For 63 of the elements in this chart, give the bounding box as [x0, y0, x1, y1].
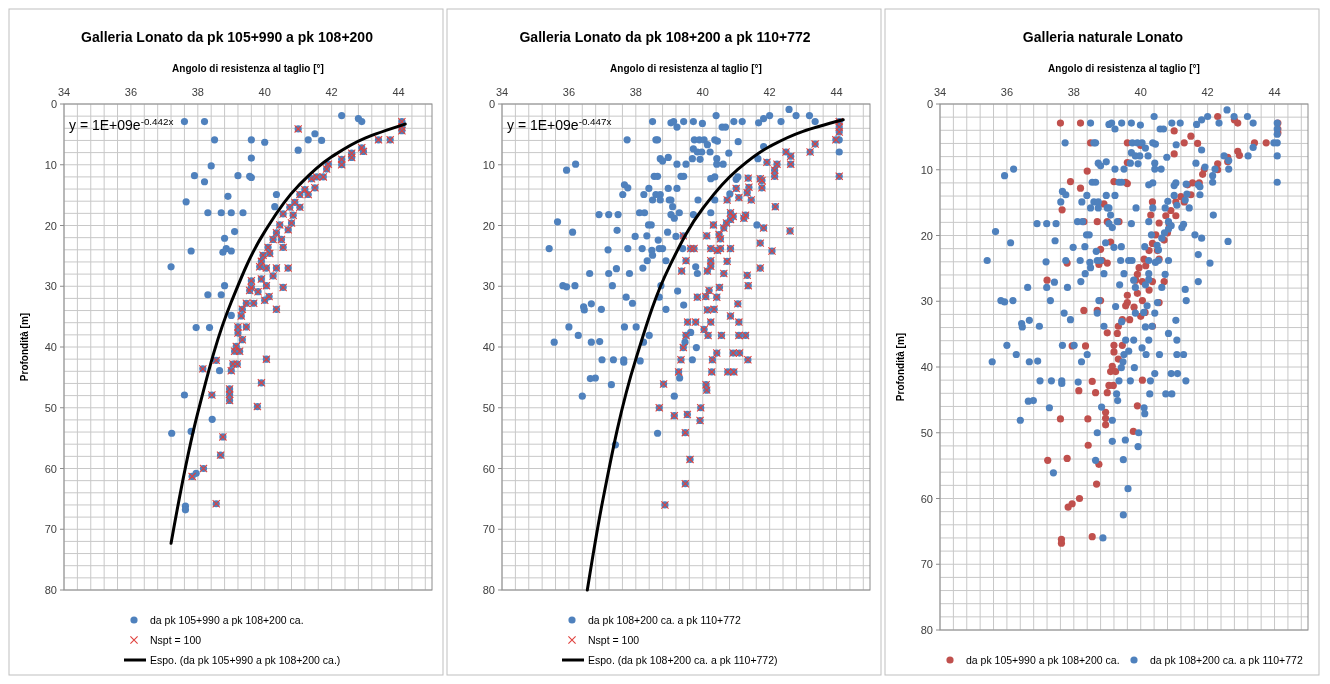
- y-tick-label: 70: [44, 523, 57, 536]
- x-tick-label: 40: [1134, 86, 1147, 98]
- legend-label: da pk 105+990 a pk 108+200 ca.: [150, 614, 304, 626]
- y-tick-label: 50: [44, 401, 57, 414]
- annotation: y = 1E+09e$^{-0.447x}$: [507, 115, 612, 133]
- y-tick-label: 0: [50, 98, 57, 110]
- chart-title: Galleria Lonato da pk 108+200 a pk 110+772: [519, 29, 811, 45]
- x-axis-title: Angolo di resistenza al taglio [°]: [610, 63, 762, 74]
- y-tick-label: 0: [926, 98, 933, 110]
- x-tick-label: 36: [562, 86, 576, 98]
- legend-label: da pk 105+990 a pk 108+200 ca.: [966, 654, 1120, 666]
- x-tick-label: 42: [1201, 86, 1214, 98]
- x-tick-label: 38: [191, 86, 204, 98]
- y-tick-label: 40: [44, 341, 57, 353]
- y-tick-label: 70: [482, 523, 495, 536]
- legend-label: Espo. (da pk 108+200 ca. a pk 110+772): [588, 654, 778, 666]
- y-tick-label: 50: [920, 426, 933, 439]
- x-tick-label: 34: [57, 86, 71, 98]
- legend-label: Espo. (da pk 105+990 a pk 108+200 ca.): [150, 654, 341, 666]
- legend-label: Nspt = 100: [150, 634, 202, 646]
- y-tick-label: 80: [44, 584, 57, 596]
- x-tick-label: 36: [1000, 86, 1014, 98]
- x-tick-label: 38: [1067, 86, 1080, 98]
- x-tick-label: 36: [124, 86, 138, 98]
- y-tick-label: 0: [488, 98, 495, 110]
- y-tick-label: 60: [482, 462, 495, 475]
- x-axis-title: Angolo di resistenza al taglio [°]: [172, 63, 324, 74]
- y-tick-label: 10: [482, 158, 495, 171]
- x-tick-label: 40: [696, 86, 709, 98]
- x-tick-label: 44: [1268, 86, 1281, 98]
- y-tick-label: 20: [920, 229, 933, 242]
- y-tick-label: 20: [482, 219, 495, 232]
- chart-title: Galleria Lonato da pk 105+990 a pk 108+200: [81, 29, 374, 45]
- y-tick-label: 40: [482, 341, 495, 353]
- x-tick-label: 34: [495, 86, 509, 98]
- x-tick-label: 38: [629, 86, 642, 98]
- x-tick-label: 42: [763, 86, 776, 98]
- x-tick-label: 34: [933, 86, 947, 98]
- y-tick-label: 20: [44, 219, 57, 232]
- x-tick-label: 40: [258, 86, 271, 98]
- y-tick-label: 80: [920, 624, 933, 636]
- y-tick-label: 10: [44, 158, 57, 171]
- y-tick-label: 30: [482, 280, 495, 293]
- x-axis-title: Angolo di resistenza al taglio [°]: [1048, 63, 1200, 74]
- y-tick-label: 60: [44, 462, 57, 475]
- y-tick-label: 50: [482, 401, 495, 414]
- x-tick-label: 44: [392, 86, 405, 98]
- x-tick-label: 42: [325, 86, 338, 98]
- chart-title: Galleria naturale Lonato: [1022, 29, 1184, 45]
- annotation: y = 1E+09e$^{-0.442x}$: [69, 115, 174, 133]
- y-tick-label: 80: [482, 584, 495, 596]
- y-tick-label: 70: [920, 558, 933, 571]
- y-axis-title: Profondità [m]: [19, 312, 30, 382]
- y-tick-label: 60: [920, 492, 933, 505]
- y-tick-label: 40: [920, 361, 933, 373]
- y-tick-label: 30: [920, 295, 933, 308]
- legend-label: da pk 108+200 ca. a pk 110+772: [588, 614, 741, 626]
- legend-label: da pk 108+200 ca. a pk 110+772: [1150, 654, 1303, 666]
- y-tick-label: 10: [920, 163, 933, 176]
- y-axis-title: Profondità [m]: [895, 332, 906, 402]
- x-tick-label: 44: [830, 86, 843, 98]
- y-tick-label: 30: [44, 280, 57, 293]
- legend-label: Nspt = 100: [588, 634, 640, 646]
